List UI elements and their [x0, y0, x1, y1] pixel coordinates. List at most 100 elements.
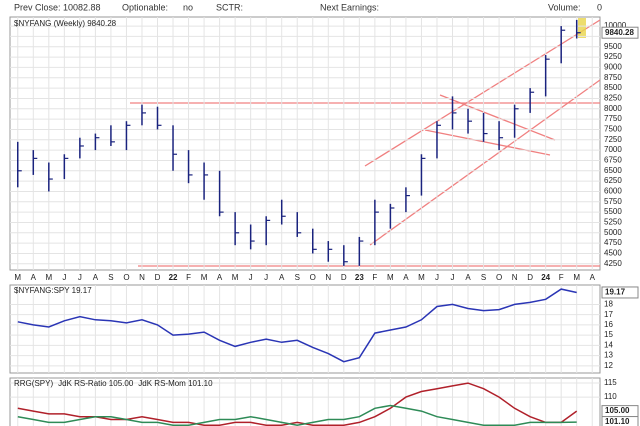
- optionable-label: Optionable:: [122, 2, 168, 12]
- x-tick-label: A: [279, 273, 285, 282]
- x-tick-label: M: [232, 273, 239, 282]
- y-tick-label: 4750: [604, 238, 622, 247]
- y-tick-label: 7750: [604, 114, 622, 123]
- x-tick-label: J: [62, 273, 66, 282]
- panel: [10, 285, 600, 373]
- x-tick-label: N: [139, 273, 145, 282]
- earnings-label: Next Earnings:: [320, 2, 379, 12]
- panel-title: $NYFANG:SPY 19.17: [14, 286, 92, 295]
- sctr-label: SCTR:: [216, 2, 243, 12]
- panel: [10, 17, 600, 270]
- x-tick-label: A: [590, 273, 596, 282]
- y-tick-label: 8000: [604, 104, 622, 113]
- x-tick-label: A: [403, 273, 409, 282]
- x-tick-label: O: [496, 273, 502, 282]
- x-tick-label: F: [559, 273, 564, 282]
- y-tick-label: 9500: [604, 42, 622, 51]
- x-tick-label: F: [186, 273, 191, 282]
- value-box-label: 105.00: [605, 406, 630, 415]
- y-tick-label: 12: [604, 361, 613, 370]
- highlight: [578, 18, 586, 38]
- x-tick-label: O: [310, 273, 316, 282]
- panel-title: $NYFANG (Weekly) 9840.28: [14, 19, 117, 28]
- series-line: [17, 288, 577, 363]
- value-box: [601, 286, 639, 299]
- y-tick-label: 5500: [604, 207, 622, 216]
- panel-frame: [9, 377, 601, 426]
- prev-close: Prev Close: 10082.88: [14, 2, 101, 12]
- y-tick-label: 4500: [604, 249, 622, 258]
- x-tick-label: M: [201, 273, 208, 282]
- panel: [10, 378, 600, 426]
- x-tick-label: A: [217, 273, 223, 282]
- panel-frame: [9, 284, 601, 374]
- y-tick-label: 5000: [604, 228, 622, 237]
- value-box: [601, 416, 639, 426]
- y-tick-label: 7000: [604, 145, 622, 154]
- value-box: [601, 26, 639, 39]
- optionable-value: no: [183, 2, 193, 12]
- y-tick-label: 13: [604, 351, 613, 360]
- x-tick-label: 24: [541, 273, 550, 282]
- series-line: [17, 404, 577, 426]
- trendline: [424, 129, 551, 156]
- y-tick-label: 6250: [604, 176, 622, 185]
- y-tick-label: 15: [604, 330, 613, 339]
- x-tick-label: J: [249, 273, 253, 282]
- x-tick-label: A: [465, 273, 471, 282]
- x-tick-label: O: [123, 273, 129, 282]
- x-tick-label: J: [451, 273, 455, 282]
- x-tick-label: J: [435, 273, 439, 282]
- x-tick-label: M: [418, 273, 425, 282]
- y-tick-label: 115: [604, 378, 617, 387]
- volume-value: 0: [597, 2, 602, 12]
- volume-label: Volume:: [548, 2, 581, 12]
- y-tick-label: 7500: [604, 125, 622, 134]
- legend-entry: JdK RS-Ratio 105.00: [58, 379, 134, 388]
- x-tick-label: M: [573, 273, 580, 282]
- x-tick-label: S: [108, 273, 113, 282]
- value-box-label: 101.10: [605, 417, 630, 426]
- y-tick-label: 8250: [604, 94, 622, 103]
- y-tick-label: 5750: [604, 197, 622, 206]
- x-tick-label: S: [481, 273, 486, 282]
- y-tick-label: 110: [604, 392, 617, 401]
- x-tick-label: A: [93, 273, 99, 282]
- y-tick-label: 8500: [604, 83, 622, 92]
- value-box-label: 9840.28: [605, 28, 634, 37]
- x-tick-label: A: [31, 273, 37, 282]
- y-tick-label: 9000: [604, 63, 622, 72]
- y-tick-label: 10000: [604, 21, 627, 30]
- y-tick-label: 7250: [604, 135, 622, 144]
- x-tick-label: J: [264, 273, 268, 282]
- x-tick-label: 22: [169, 273, 178, 282]
- x-tick-label: J: [78, 273, 82, 282]
- value-box-label: 19.17: [605, 288, 626, 297]
- panel-title: RRG(SPY): [14, 379, 53, 388]
- y-tick-label: 4250: [604, 259, 622, 268]
- y-tick-label: 17: [604, 310, 613, 319]
- panel-frame: [9, 16, 601, 271]
- y-tick-label: 6000: [604, 187, 622, 196]
- x-tick-label: 23: [355, 273, 364, 282]
- x-tick-label: F: [372, 273, 377, 282]
- series-line: [17, 382, 578, 426]
- x-tick-label: N: [325, 273, 331, 282]
- y-tick-label: 16: [604, 320, 613, 329]
- y-tick-label: 14: [604, 340, 613, 349]
- x-tick-label: S: [295, 273, 300, 282]
- trendline: [439, 94, 556, 141]
- y-tick-label: 5250: [604, 218, 622, 227]
- y-tick-label: 6500: [604, 166, 622, 175]
- x-tick-label: M: [14, 273, 21, 282]
- y-tick-label: 8750: [604, 73, 622, 82]
- x-tick-label: D: [527, 273, 533, 282]
- y-tick-label: 18: [604, 300, 613, 309]
- y-tick-label: 6750: [604, 156, 622, 165]
- x-tick-label: N: [512, 273, 518, 282]
- y-tick-label: 9250: [604, 52, 622, 61]
- x-tick-label: M: [387, 273, 394, 282]
- legend-entry: JdK RS-Mom 101.10: [138, 379, 213, 388]
